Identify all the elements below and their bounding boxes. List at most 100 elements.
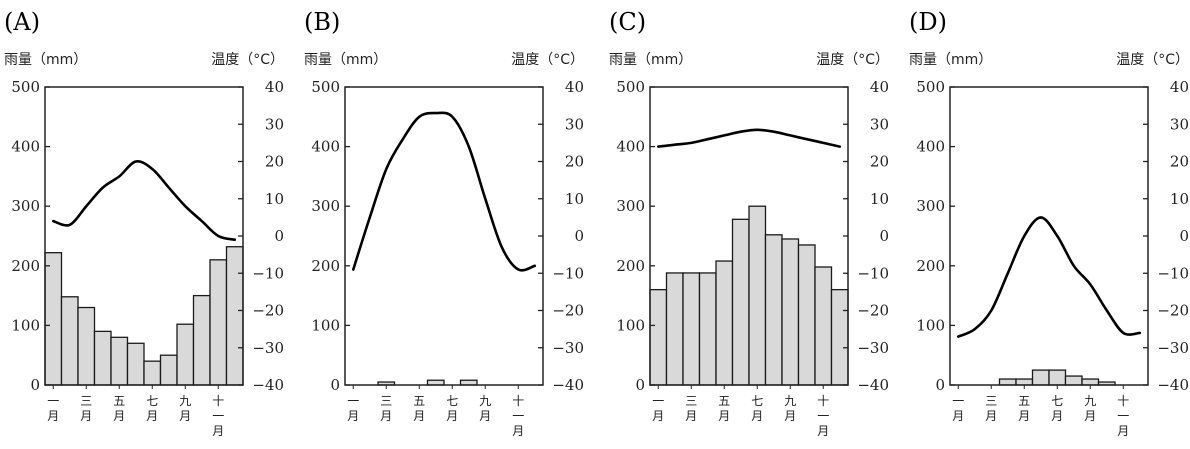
precipitation-bar [1064,375,1083,386]
month-label: 五月 [1018,394,1030,423]
precipitation-bar [225,246,244,386]
month-label: 十一月 [512,394,524,438]
climate-chart: (D)雨量（mm） 温度（°C）0100200300400500−40−30−20… [909,8,1189,438]
precipitation-bar [143,360,162,386]
month-label: 九月 [179,394,191,423]
month-label: 一月 [347,394,359,423]
month-label: 三月 [985,394,997,423]
y-right-tick-label: −20 [552,302,584,320]
month-label: 五月 [113,394,125,423]
y-right-tick-label: 0 [574,227,584,245]
chart-panel: (D) 雨量（mm） 温度（°C） 0 100 200 300 400 500 −40 −30 −20… [905,0,1190,449]
y-axis-right-label: 温度（°C） [511,52,584,68]
precipitation-bar [176,323,195,386]
y-left-tick-label: 300 [616,197,645,215]
y-left-tick-label: 300 [311,197,340,215]
month-label: 十一月 [1117,394,1129,438]
precipitation-bar [682,272,701,386]
y-left-tick-label: 300 [916,197,945,215]
climate-chart: (A)雨量（mm） 温度（°C）0100200300400500−40−30−20… [4,8,284,438]
y-right-tick-label: 20 [565,153,584,171]
climate-chart: (B)雨量（mm） 温度（°C）0100200300400500−40−30−20… [304,8,584,438]
y-left-tick-label: 400 [311,138,340,156]
month-label: 三月 [685,394,697,423]
y-left-tick-label: 100 [916,316,945,334]
y-left-tick-label: 100 [616,316,645,334]
precipitation-bar [77,306,96,386]
y-axis-left-label: 雨量（mm） [4,52,87,68]
month-label: 三月 [80,394,92,423]
precipitation-bar [1081,378,1100,386]
month-label: 五月 [718,394,730,423]
climate-chart: (C)雨量（mm） 温度（°C）0100200300400500−40−30−20… [609,8,889,438]
month-label: 九月 [1084,394,1096,423]
y-left-tick-label: 400 [916,138,945,156]
month-label: 七月 [446,394,458,423]
precipitation-bar [998,378,1017,386]
precipitation-bar [665,272,684,386]
precipitation-bar [93,330,112,386]
y-right-tick-label: 30 [265,115,284,133]
y-right-tick-label: 20 [870,153,889,171]
precipitation-bar [797,244,816,386]
month-label: 九月 [784,394,796,423]
y-right-tick-label: 10 [870,190,889,208]
y-right-tick-label: 40 [565,78,584,96]
y-left-tick-label: 500 [11,78,40,96]
y-left-tick-label: 0 [30,376,40,394]
y-left-tick-label: 500 [916,78,945,96]
y-left-tick-label: 200 [916,257,945,275]
chart-panel: (B) 雨量（mm） 温度（°C） 0 100 200 300 400 500 −40 −30 −20… [300,0,590,449]
y-right-tick-label: 10 [565,190,584,208]
y-left-tick-label: 200 [11,257,40,275]
y-right-tick-label: 30 [565,115,584,133]
y-axis-left-label: 雨量（mm） [304,52,387,68]
y-axis-right-label: 温度（°C） [211,52,284,68]
temperature-line [657,128,842,148]
y-right-tick-label: 40 [870,78,889,96]
y-right-tick-label: 10 [265,190,284,208]
precipitation-bar [649,288,668,386]
plot-frame [949,86,1149,386]
plot-frame [344,86,544,386]
y-left-tick-label: 500 [311,78,340,96]
panel-label: (A) [4,8,40,36]
y-right-tick-label: 0 [274,227,284,245]
precipitation-bar [110,336,129,386]
y-right-tick-label: 40 [1170,78,1189,96]
y-right-tick-label: 30 [870,115,889,133]
y-right-tick-label: −40 [252,376,284,394]
month-label: 十一月 [817,394,829,438]
y-left-tick-label: 0 [330,376,340,394]
y-right-tick-label: 10 [1170,190,1189,208]
month-label: 一月 [652,394,664,423]
precipitation-bar [698,272,717,386]
temperature-line [52,160,237,241]
y-left-tick-label: 300 [11,197,40,215]
y-left-tick-label: 400 [11,138,40,156]
panel-label: (B) [304,8,340,36]
y-right-tick-label: 20 [1170,153,1189,171]
y-right-tick-label: −10 [1157,264,1189,282]
precipitation-bar [715,260,734,386]
precipitation-bar [1015,378,1034,386]
chart-panel: (A) 雨量（mm） 温度（°C） 0 100 200 300 400 500 −40 −30 −20… [0,0,290,449]
y-right-tick-label: 40 [265,78,284,96]
precipitation-bar [731,218,750,386]
month-label: 七月 [751,394,763,423]
y-right-tick-label: −10 [252,264,284,282]
precipitation-bar [159,354,178,386]
month-label: 七月 [1051,394,1063,423]
y-left-tick-label: 0 [935,376,945,394]
y-left-tick-label: 400 [616,138,645,156]
y-right-tick-label: −40 [1157,376,1189,394]
y-right-tick-label: 20 [265,153,284,171]
chart-panel: (C) 雨量（mm） 温度（°C） 0 100 200 300 400 500 −40 −30 −20… [605,0,895,449]
month-label: 三月 [380,394,392,423]
precipitation-bar [830,288,849,386]
panel-label: (D) [909,8,947,36]
y-left-tick-label: 200 [311,257,340,275]
y-right-tick-label: −20 [1157,302,1189,320]
y-left-tick-label: 100 [311,316,340,334]
